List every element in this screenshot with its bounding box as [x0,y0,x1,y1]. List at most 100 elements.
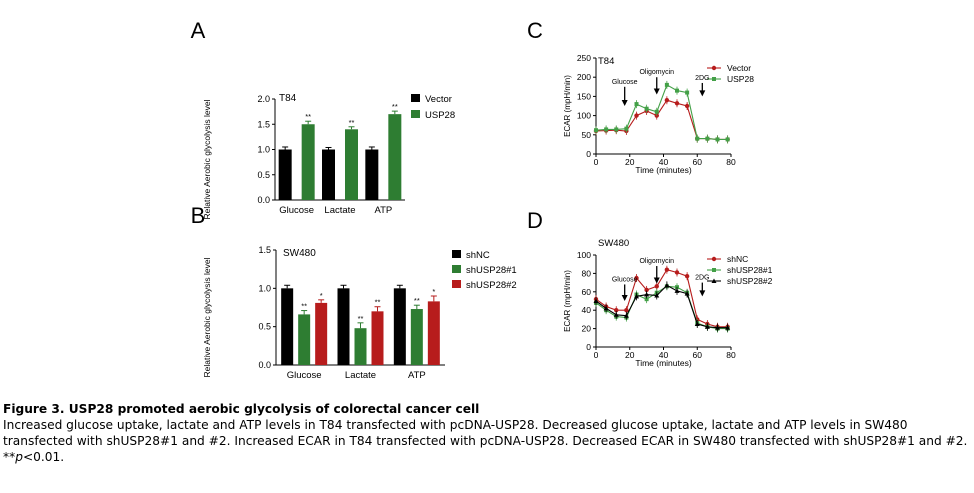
data-point [664,82,669,87]
bar [371,311,384,365]
x-axis-label: Time (minutes) [635,358,692,368]
caption-body: Increased glucose uptake, lactate and AT… [3,417,971,465]
y-tick-label: 40 [582,305,592,315]
bar [298,314,311,365]
figure-3-charts: A B C D T84 Relative Aerobic glycolysis l… [191,18,773,381]
injection-label: 2DG [695,275,709,282]
y-tick-label: 1.0 [258,283,271,293]
data-point [613,312,619,317]
y-tick-label: 20 [582,324,592,334]
legend-label: shNC [727,254,748,264]
legend-label: USP28 [727,74,754,84]
data-point [684,273,690,279]
significance-label: ** [375,298,381,307]
data-point [684,103,690,109]
data-point [634,102,639,107]
x-tick-label: 20 [625,350,635,360]
y-tick-label: 1.0 [257,145,270,155]
y-tick-label: 0 [586,149,591,159]
y-tick-label: 50 [582,130,592,140]
data-point [654,109,659,114]
injection-arrow-head [653,277,660,284]
y-tick-label: 1.5 [257,119,270,129]
y-tick-label: 0 [586,342,591,352]
legend-swatch [452,280,461,288]
data-point [664,282,670,288]
chart-panel-d: SW480 ECAR (mpH/min) Time (minutes) 0 20 40 60… [563,238,773,368]
data-point [704,324,710,329]
panel-label-b: B [191,203,206,228]
data-point [644,287,649,293]
significance-label: ** [392,102,398,111]
data-point [674,270,680,275]
y-tick-label: 1.5 [258,245,271,255]
caption-p-symbol: p [15,450,23,464]
y-tick-label: 250 [577,53,591,63]
data-point [715,325,720,330]
bar [388,114,402,200]
data-point [644,297,649,302]
y-tick-label: 100 [577,250,591,260]
legend-label: shUSP28#1 [727,265,773,275]
x-tick-label: Glucose [287,370,322,381]
x-tick-label: 60 [693,157,703,167]
x-tick-label: 40 [659,350,669,360]
x-tick-label: 20 [625,157,635,167]
data-point [712,77,716,81]
x-tick-label: Lactate [324,205,355,216]
bar [315,302,328,365]
bar [393,288,406,365]
bar [278,149,292,200]
data-point [623,313,629,318]
x-tick-label: 80 [726,350,736,360]
data-point [614,308,619,313]
data-point [674,288,680,293]
significance-label: ** [349,118,355,127]
data-point [684,291,690,296]
x-tick-label: Glucose [279,205,314,216]
data-point [712,268,716,272]
x-tick-label: 0 [594,157,599,167]
y-tick-label: 60 [582,287,592,297]
legend-label: Vector [727,63,751,73]
data-point [674,101,680,106]
y-tick-label: 2.0 [257,94,270,104]
legend-swatch [452,265,461,273]
series-line [595,99,728,140]
data-point [695,136,700,141]
injection-arrow-head [699,90,706,97]
data-point [634,275,639,281]
significance-label: * [320,291,323,300]
y-tick-label: 0.5 [258,322,271,332]
significance-label: * [432,287,435,296]
data-point [664,98,670,103]
data-point [711,278,717,283]
bar [301,124,315,200]
data-point [725,325,731,330]
legend-label: shNC [466,250,490,261]
data-point [705,136,710,141]
y-axis-label: ECAR (mpH/min) [563,75,572,137]
y-axis-label: ECAR (mpH/min) [563,270,572,332]
injection-arrow-head [621,100,628,106]
data-point [725,137,730,142]
caption-text: Increased glucose uptake, lactate and AT… [3,418,968,464]
y-tick-label: 200 [577,72,591,82]
data-point [694,321,700,326]
bar [365,149,379,200]
bar [281,288,294,365]
significance-label: ** [301,302,307,311]
chart-panel-a: T84 Relative Aerobic glycolysis level 0.0 0… [202,93,455,220]
data-point [654,292,660,298]
chart-cell-line-label: T84 [279,93,297,104]
chart-cell-line-label: SW480 [283,248,316,259]
data-point [614,127,619,132]
chart-panel-c: T84 ECAR (mpH/min) Time (minutes) 0 50 100 150… [563,53,754,175]
y-tick-label: 150 [577,91,591,101]
significance-label: ** [414,296,420,305]
data-point [603,305,609,311]
legend-label: USP28 [425,110,455,121]
legend-swatch [452,250,461,258]
figure-caption: Figure 3. USP28 promoted aerobic glycoly… [3,401,971,465]
bar [345,129,358,200]
